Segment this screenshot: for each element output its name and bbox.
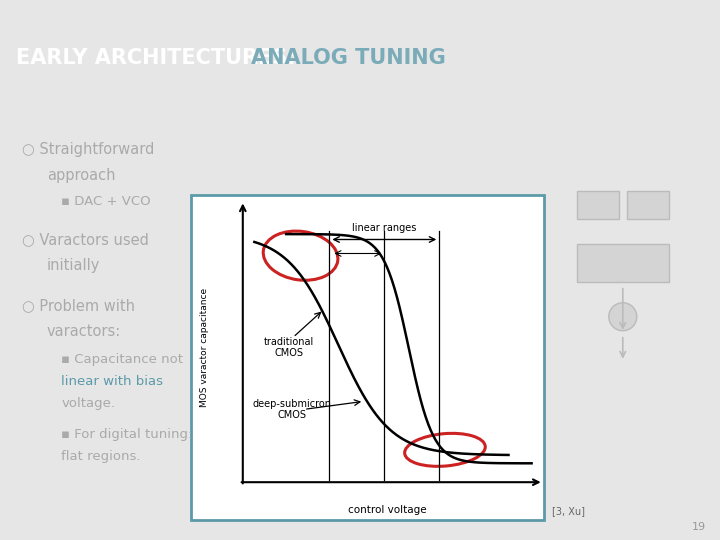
Bar — [191, 194, 544, 520]
Text: ▪ DAC + VCO: ▪ DAC + VCO — [61, 194, 150, 207]
Text: ○ Varactors used: ○ Varactors used — [22, 232, 148, 247]
Circle shape — [609, 303, 636, 330]
Text: voltage.: voltage. — [61, 397, 115, 410]
Text: ▪ Capacitance not: ▪ Capacitance not — [61, 353, 183, 366]
Text: EARLY ARCHITECTURES:: EARLY ARCHITECTURES: — [16, 48, 302, 68]
Text: [3, Xu]: [3, Xu] — [552, 506, 585, 516]
Bar — [627, 191, 669, 219]
Text: ▪ For digital tuning:: ▪ For digital tuning: — [61, 428, 192, 441]
Text: initially: initially — [47, 258, 100, 273]
Text: ○ Problem with: ○ Problem with — [22, 298, 135, 313]
Text: 19: 19 — [692, 522, 706, 532]
Text: approach: approach — [47, 168, 115, 183]
Text: MOS varactor capacitance: MOS varactor capacitance — [200, 288, 210, 407]
Text: ○ Straightforward: ○ Straightforward — [22, 141, 154, 157]
Text: control voltage: control voltage — [348, 505, 426, 515]
Text: varactors:: varactors: — [47, 325, 121, 339]
Bar — [577, 191, 618, 219]
Text: ANALOG TUNING: ANALOG TUNING — [251, 48, 445, 68]
Text: linear with bias: linear with bias — [61, 375, 163, 388]
Bar — [577, 244, 669, 282]
Text: linear ranges: linear ranges — [352, 224, 416, 233]
Text: flat regions.: flat regions. — [61, 450, 140, 463]
Text: traditional
CMOS: traditional CMOS — [264, 336, 314, 358]
Text: deep-submicron
CMOS: deep-submicron CMOS — [253, 399, 331, 420]
